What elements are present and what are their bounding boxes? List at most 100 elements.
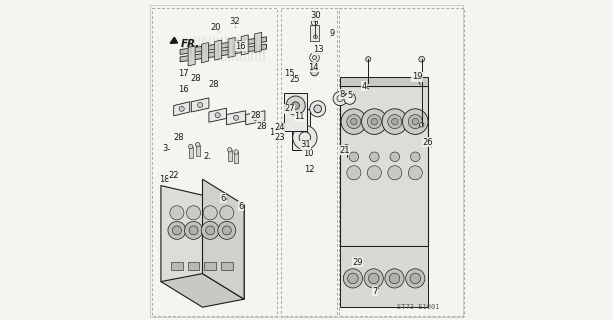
Text: 4: 4 [362, 82, 367, 91]
Bar [281, 8, 337, 316]
Bar [196, 145, 200, 156]
Text: 13: 13 [313, 45, 323, 54]
Circle shape [389, 273, 400, 284]
Text: 19: 19 [412, 72, 422, 81]
Circle shape [220, 206, 234, 220]
Bar [188, 262, 199, 270]
Circle shape [344, 93, 356, 104]
Text: 28: 28 [208, 80, 219, 89]
Circle shape [337, 95, 343, 102]
Circle shape [253, 115, 258, 120]
Bar [221, 262, 232, 270]
Text: FR.: FR. [181, 39, 200, 49]
Bar [171, 262, 183, 270]
Circle shape [367, 115, 381, 129]
Circle shape [172, 226, 181, 235]
Circle shape [408, 166, 422, 180]
Circle shape [311, 63, 318, 68]
Circle shape [412, 118, 419, 125]
Circle shape [347, 166, 361, 180]
Text: 28: 28 [256, 122, 267, 131]
Bar [292, 109, 310, 150]
Circle shape [185, 221, 202, 239]
Circle shape [385, 269, 404, 288]
Text: 14: 14 [308, 63, 319, 72]
Circle shape [371, 118, 378, 125]
Polygon shape [340, 86, 428, 246]
Circle shape [186, 206, 200, 220]
Text: 18: 18 [159, 175, 169, 184]
Circle shape [382, 109, 408, 134]
Circle shape [403, 109, 428, 134]
Circle shape [188, 144, 193, 149]
Text: 20: 20 [210, 23, 221, 32]
Circle shape [362, 109, 387, 134]
Circle shape [218, 221, 236, 239]
Polygon shape [161, 274, 244, 307]
Circle shape [419, 123, 424, 127]
Circle shape [227, 148, 232, 152]
Text: 25: 25 [289, 76, 300, 84]
Polygon shape [228, 37, 235, 58]
Bar [204, 262, 216, 270]
Polygon shape [246, 111, 265, 125]
Polygon shape [340, 246, 428, 307]
Text: 6: 6 [238, 202, 243, 211]
Text: 21: 21 [339, 146, 349, 155]
Circle shape [313, 35, 318, 39]
Polygon shape [180, 37, 267, 54]
Circle shape [196, 142, 200, 147]
Bar [338, 8, 464, 316]
Circle shape [341, 109, 367, 134]
Text: 9: 9 [329, 29, 335, 38]
Circle shape [179, 106, 185, 111]
Text: 22: 22 [169, 172, 179, 180]
Polygon shape [202, 43, 208, 63]
Circle shape [293, 125, 317, 150]
Text: 28: 28 [250, 111, 261, 120]
Bar [152, 8, 277, 316]
Circle shape [197, 102, 203, 108]
Circle shape [292, 102, 300, 109]
Circle shape [390, 152, 400, 162]
Circle shape [392, 118, 398, 125]
Text: 11: 11 [294, 112, 305, 121]
Text: 24: 24 [274, 124, 284, 132]
Circle shape [419, 56, 425, 62]
Polygon shape [180, 44, 267, 62]
Text: ST73 E1001: ST73 E1001 [397, 304, 440, 310]
Circle shape [310, 101, 326, 117]
Circle shape [203, 206, 217, 220]
Circle shape [408, 115, 422, 129]
Text: 6: 6 [221, 194, 226, 203]
Text: 2: 2 [203, 152, 208, 161]
Text: 16: 16 [235, 42, 246, 51]
Text: 5: 5 [347, 92, 352, 100]
Polygon shape [209, 108, 226, 122]
Circle shape [333, 92, 347, 106]
Circle shape [313, 56, 316, 60]
Text: 3: 3 [162, 144, 168, 153]
Circle shape [349, 152, 359, 162]
Circle shape [351, 118, 357, 125]
Circle shape [367, 166, 381, 180]
Circle shape [234, 150, 238, 154]
Circle shape [189, 226, 198, 235]
Text: 12: 12 [305, 165, 315, 174]
Circle shape [388, 115, 402, 129]
Circle shape [347, 115, 361, 129]
Circle shape [370, 152, 379, 162]
Polygon shape [173, 102, 189, 116]
Circle shape [406, 269, 425, 288]
Text: 31: 31 [300, 140, 311, 149]
Circle shape [388, 166, 402, 180]
Text: 15: 15 [284, 69, 295, 78]
Circle shape [343, 269, 362, 288]
Text: 28: 28 [173, 133, 184, 142]
Polygon shape [191, 98, 209, 112]
Text: 32: 32 [229, 17, 240, 26]
Circle shape [310, 53, 319, 62]
Circle shape [364, 269, 383, 288]
Polygon shape [161, 186, 244, 299]
Circle shape [201, 221, 219, 239]
